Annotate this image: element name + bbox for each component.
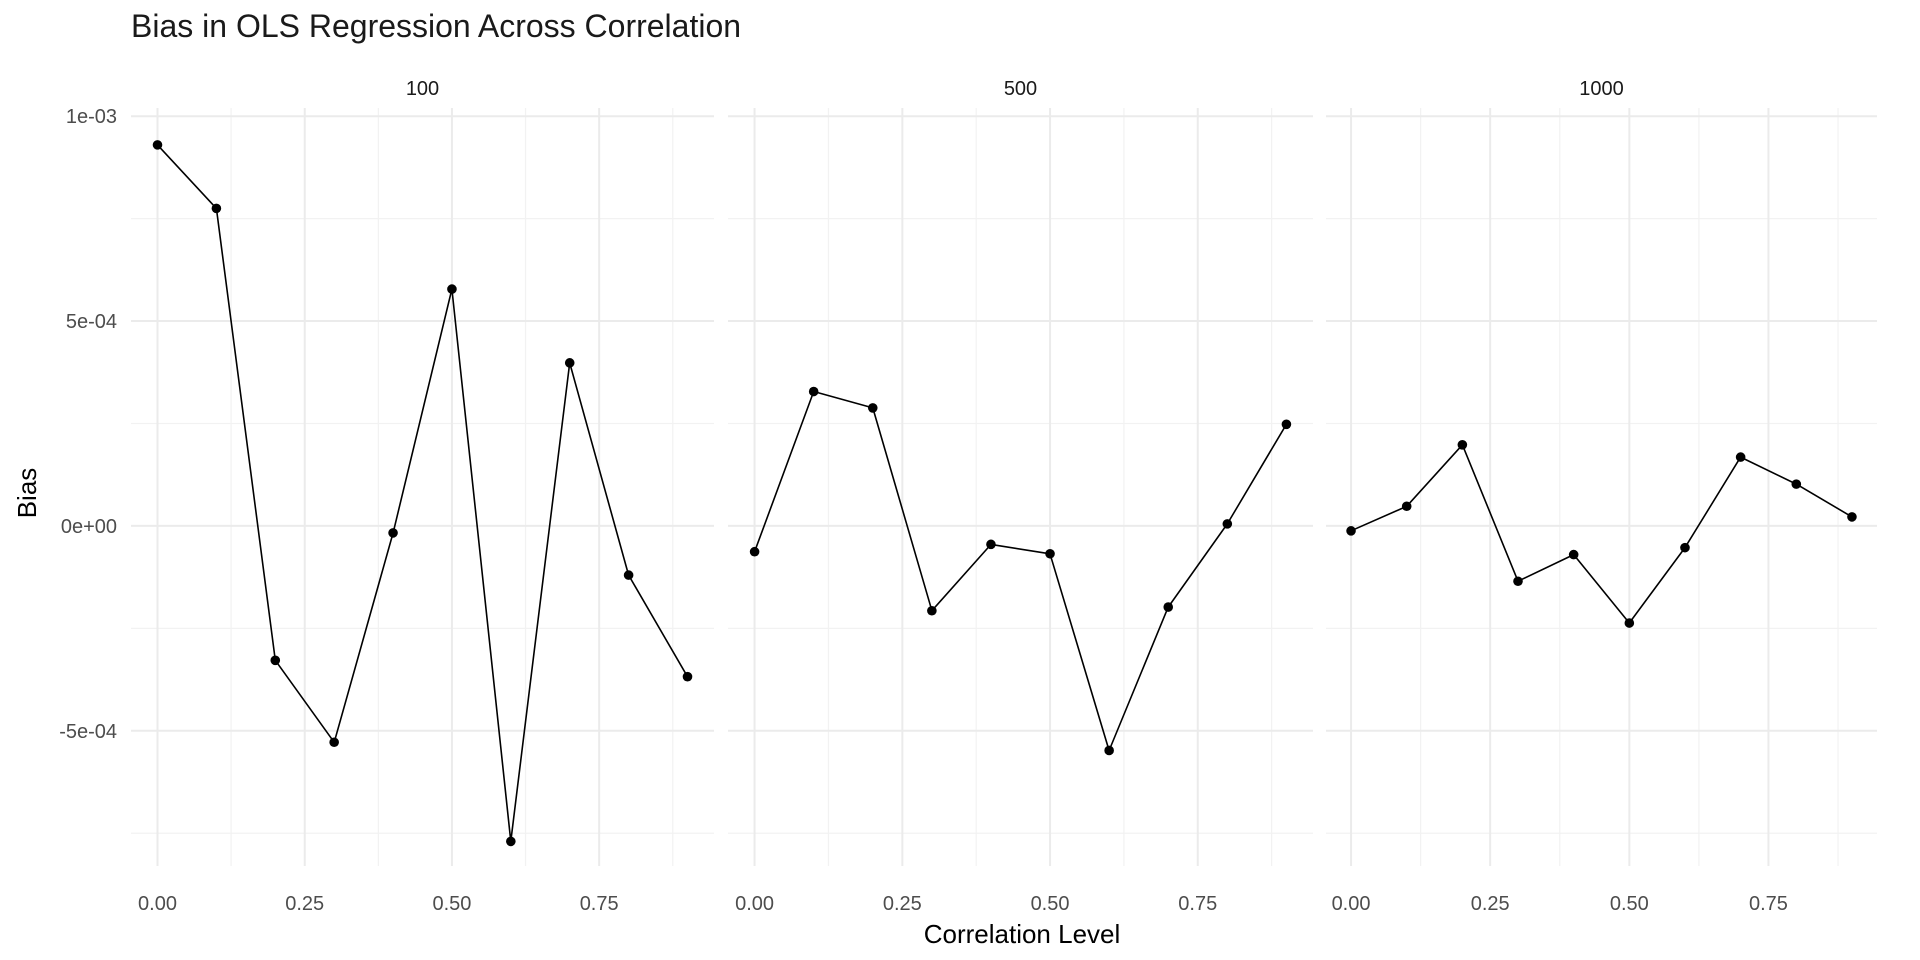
x-axis: 0.00 0.25 0.50 0.75 0.00 0.25 0.50 0.75 0.00 0.25…: [138, 893, 1788, 915]
x-tick-label: 0.75: [1178, 893, 1217, 915]
data-point: [1791, 479, 1802, 489]
x-tick-label: 0.25: [285, 893, 324, 915]
data-point: [1568, 549, 1579, 560]
data-point: [270, 655, 281, 666]
series-line-500: [753, 390, 1288, 752]
data-point: [682, 671, 693, 682]
data-point: [986, 539, 996, 550]
data-point: [1847, 512, 1857, 522]
facet-label-100: 100: [406, 78, 439, 100]
y-tick-label: -5e-04: [59, 721, 117, 743]
data-point: [867, 403, 878, 413]
series-layer: [152, 140, 1857, 847]
data-point: [1457, 439, 1468, 450]
x-tick-label: 0.25: [883, 893, 922, 915]
x-tick-label: 0.00: [735, 893, 774, 915]
data-point: [1735, 452, 1746, 462]
x-tick-label: 0.50: [1031, 893, 1070, 915]
data-point: [1513, 576, 1523, 587]
y-tick-label: 0e+00: [61, 516, 117, 538]
data-point: [623, 570, 634, 580]
data-point: [564, 358, 575, 368]
data-point: [1163, 602, 1174, 612]
facet-label-500: 500: [1004, 78, 1037, 100]
data-point: [808, 386, 819, 397]
data-point: [1045, 548, 1055, 559]
x-tick-label: 0.00: [138, 893, 177, 915]
y-axis: 1e-03 5e-04 0e+00 -5e-04: [59, 106, 117, 743]
x-tick-label: 0.00: [1332, 893, 1371, 915]
data-point: [1104, 745, 1114, 756]
data-point: [1401, 501, 1412, 512]
series-line-1000: [1350, 443, 1853, 624]
data-point: [927, 605, 937, 616]
data-point: [506, 836, 516, 847]
x-tick-label: 0.25: [1471, 893, 1510, 915]
data-point: [1346, 526, 1356, 536]
x-tick-label: 0.50: [1610, 893, 1649, 915]
x-axis-title: Correlation Level: [924, 919, 1121, 949]
data-point: [1680, 542, 1690, 553]
data-point: [152, 140, 163, 150]
data-point: [447, 284, 457, 294]
y-tick-label: 1e-03: [66, 106, 117, 128]
x-tick-label: 0.75: [580, 893, 619, 915]
data-point: [1281, 419, 1292, 430]
data-point: [1624, 618, 1635, 628]
data-point: [211, 203, 222, 214]
x-tick-label: 0.50: [432, 893, 471, 915]
x-tick-label: 0.75: [1749, 893, 1788, 915]
data-point: [1222, 519, 1233, 529]
y-axis-title: Bias: [12, 468, 42, 519]
facet-strips: 100 500 1000: [406, 78, 1624, 100]
grid-layer: [131, 108, 1877, 866]
y-tick-label: 5e-04: [66, 311, 117, 333]
data-point: [749, 546, 760, 557]
data-point: [329, 737, 339, 748]
data-point: [388, 528, 398, 538]
series-line-100: [156, 144, 689, 843]
chart-title: Bias in OLS Regression Across Correlatio…: [131, 8, 742, 44]
facet-label-1000: 1000: [1579, 78, 1624, 100]
